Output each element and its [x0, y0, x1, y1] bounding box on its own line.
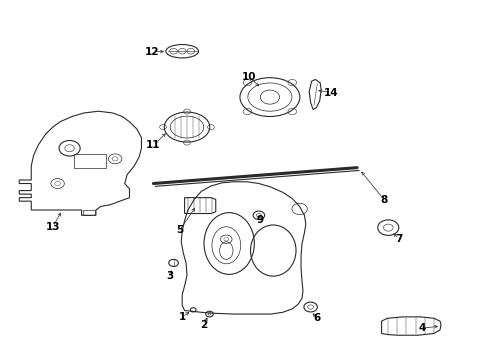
Text: 9: 9: [256, 215, 263, 225]
Text: 12: 12: [145, 46, 160, 57]
Text: 5: 5: [176, 225, 183, 235]
Text: 13: 13: [45, 221, 60, 231]
Text: 4: 4: [417, 323, 425, 333]
Bar: [82, 210, 95, 215]
Text: 8: 8: [380, 195, 387, 205]
Text: 6: 6: [313, 313, 320, 323]
Text: 2: 2: [200, 320, 207, 330]
Text: 14: 14: [323, 87, 337, 98]
Text: 3: 3: [166, 271, 174, 281]
Text: 1: 1: [178, 312, 185, 322]
Bar: [74, 154, 105, 168]
Text: 7: 7: [394, 234, 402, 244]
Text: 10: 10: [242, 72, 256, 82]
Text: 11: 11: [146, 140, 161, 150]
